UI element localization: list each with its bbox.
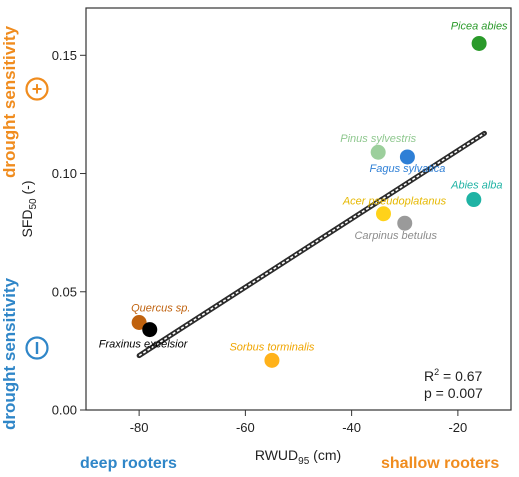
y-tick-label: 0.15 [52, 48, 77, 63]
point-label: Fraxinus excelsior [99, 339, 189, 351]
point-acer-pseudoplatanus [376, 206, 391, 222]
point-label: Pinus sylvestris [340, 133, 416, 145]
point-sorbus-torminalis [264, 352, 280, 368]
point-fraxinus-excelsior [142, 322, 158, 338]
point-abies-alba [466, 192, 482, 208]
point-label: Acer pseudoplatanus [342, 196, 447, 208]
point-quercus-sp [131, 315, 147, 331]
p-value-stat: p = 0.007 [424, 385, 483, 401]
point-label: Fagus sylvatica [370, 163, 446, 175]
y-tick-label: 0.10 [52, 166, 77, 181]
point-label: Quercus sp. [131, 303, 190, 315]
point-label: Sorbus torminalis [229, 341, 314, 353]
regression-dashes [138, 132, 485, 357]
bottom-drought-sensitivity-label: drought sensitivity [0, 277, 19, 430]
minus-icon [25, 336, 49, 360]
x-tick-label: -60 [236, 420, 255, 435]
x-tick-label: -80 [130, 420, 149, 435]
point-pinus-sylvestris [370, 144, 386, 160]
point-label: Abies alba [450, 180, 502, 192]
plot-frame [85, 7, 512, 411]
x-axis-title: RWUD95 (cm) [255, 447, 341, 467]
shallow-rooters-label: shallow rooters [381, 455, 499, 472]
data-points: Picea abies Pinus sylvestris Fagus sylvati… [99, 20, 508, 368]
point-carpinus-betulus [397, 215, 413, 231]
plus-icon: + [25, 77, 49, 101]
point-fagus-sylvatica [399, 149, 415, 165]
point-label: Carpinus betulus [354, 230, 437, 242]
y-tick-label: 0.05 [52, 284, 77, 299]
top-drought-sensitivity-label: drought sensitivity [0, 25, 19, 178]
y-tick-label: 0.00 [52, 403, 77, 418]
point-picea-abies [471, 35, 487, 51]
deep-rooters-label: deep rooters [80, 455, 177, 472]
regression-line [136, 130, 487, 359]
x-tick-label: -40 [342, 420, 361, 435]
axis-ticks: -80 -60 -40 -20 0.00 0.05 0.10 0.15 [52, 48, 468, 435]
point-label: Picea abies [451, 20, 508, 32]
x-tick-label: -20 [448, 420, 467, 435]
plus-symbol: + [32, 79, 43, 99]
y-axis-title: SFD50 (-) [19, 180, 39, 237]
r2-stat: R2 = 0.67 [424, 367, 483, 384]
